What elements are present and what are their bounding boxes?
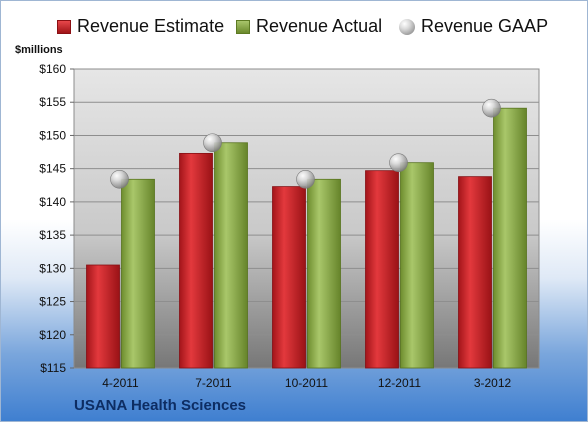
y-tick-label: $155: [39, 95, 66, 109]
legend-marker-revenue-gaap: [399, 18, 415, 35]
legend-item-revenue-estimate: Revenue Estimate: [57, 16, 224, 37]
x-tick-label: 10-2011: [285, 376, 328, 390]
bar-revenue-actual: [307, 178, 341, 369]
legend-item-revenue-gaap: Revenue GAAP: [399, 16, 548, 37]
x-axis-ticks: 4-2011 7-2011 10-2011 12-2011 3-2012: [102, 376, 511, 390]
legend-label-revenue-estimate: Revenue Estimate: [77, 16, 225, 36]
marker-revenue-gaap: [482, 98, 501, 118]
legend-label-revenue-actual: Revenue Actual: [256, 16, 383, 36]
bar-revenue-estimate: [272, 186, 306, 369]
x-tick-label: 4-2011: [102, 376, 139, 390]
y-tick-label: $150: [39, 128, 66, 142]
x-tick-label: 12-2011: [378, 376, 421, 390]
marker-revenue-gaap: [110, 169, 129, 189]
bar-revenue-actual: [400, 162, 434, 369]
y-axis-units-label: $millions: [15, 44, 63, 56]
bar-revenue-estimate: [458, 176, 492, 369]
legend-swatch-revenue-estimate: [57, 19, 71, 34]
y-tick-label: $145: [39, 162, 66, 176]
y-tick-label: $135: [39, 228, 66, 242]
y-tick-label: $125: [39, 295, 66, 309]
x-tick-label: 7-2011: [195, 376, 232, 390]
bar-revenue-estimate: [365, 170, 399, 369]
gaap-markers: [110, 98, 501, 189]
legend-item-revenue-actual: Revenue Actual: [236, 16, 382, 37]
bar-revenue-actual: [214, 142, 248, 369]
legend-swatch-revenue-actual: [236, 19, 250, 34]
legend-label-revenue-gaap: Revenue GAAP: [421, 16, 549, 36]
y-tick-label: $160: [39, 62, 66, 76]
y-tick-label: $130: [39, 261, 66, 275]
company-name: USANA Health Sciences: [74, 397, 247, 414]
y-tick-label: $120: [39, 328, 66, 342]
y-tick-label: $115: [40, 361, 66, 375]
legend: Revenue Estimate Revenue Actual Revenue …: [1, 16, 587, 42]
marker-revenue-gaap: [203, 133, 222, 153]
bar-revenue-estimate: [86, 264, 120, 369]
bar-revenue-estimate: [179, 152, 213, 369]
bars: [86, 107, 527, 369]
x-tick-label: 3-2012: [474, 376, 512, 390]
y-axis-ticks: $115 $120 $125 $130 $135 $140 $145 $150 $155 $160: [39, 62, 74, 375]
bar-revenue-actual: [493, 107, 527, 369]
y-tick-label: $140: [39, 195, 66, 209]
marker-revenue-gaap: [389, 153, 408, 172]
bar-revenue-actual: [121, 178, 155, 369]
marker-revenue-gaap: [296, 169, 315, 189]
